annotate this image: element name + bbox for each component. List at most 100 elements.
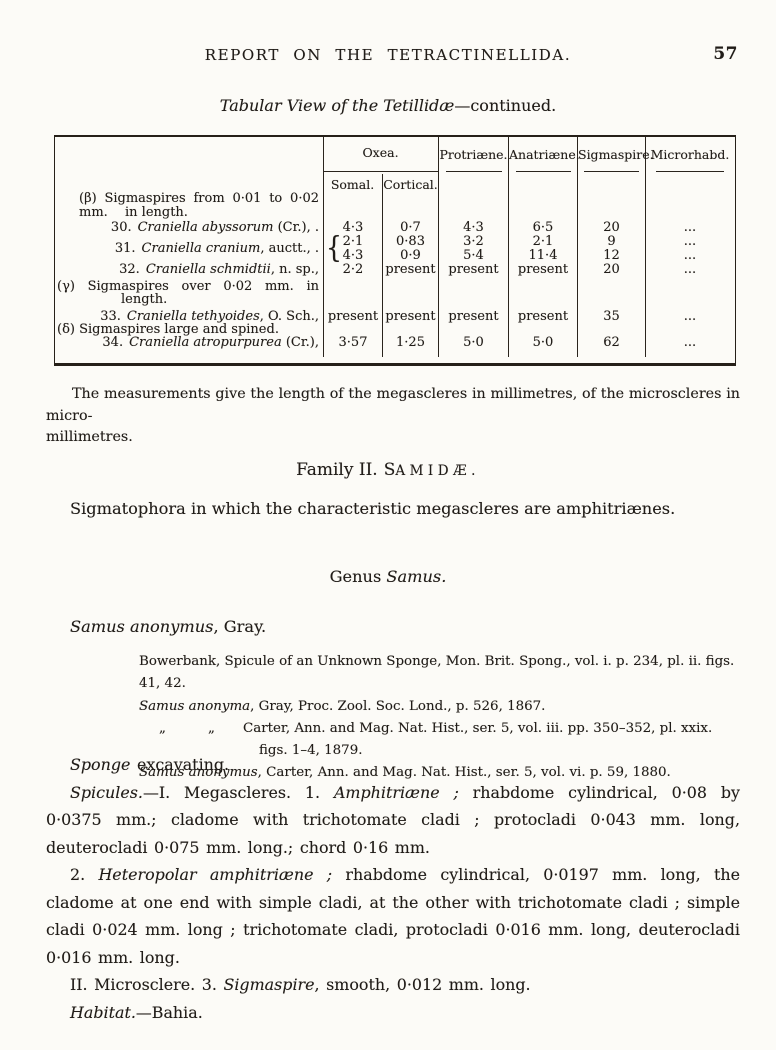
group-row-beta-2: in length. bbox=[55, 206, 734, 220]
anatriaene-underline bbox=[516, 171, 571, 173]
ditto-mark: „ bbox=[159, 720, 166, 736]
cell-anatriaene: 2·1 bbox=[532, 234, 554, 249]
cell-cortical: 1·25 bbox=[396, 335, 425, 350]
paragraph-sponge: Sponge excavating. bbox=[70, 755, 230, 774]
microrhabd-underline bbox=[656, 171, 724, 173]
species-number: 30. bbox=[110, 220, 132, 235]
group-row-beta: (β) Sigmaspires from 0·01 to 0·02 mm. bbox=[55, 192, 734, 220]
family-heading: Family II. SAMIDÆ. bbox=[0, 460, 776, 480]
col-header-oxea: Oxea. bbox=[362, 145, 399, 160]
cell-microrhabd: ... bbox=[683, 220, 697, 235]
description-text: Sponge excavating. Spicules.—I. Megascle… bbox=[46, 751, 740, 1026]
col-header-somal: Somal. bbox=[330, 177, 375, 192]
synonym-citation: , Carter, Ann. and Mag. Nat. Hist., ser.… bbox=[257, 765, 671, 781]
cell-microrhabd: ... bbox=[683, 234, 697, 249]
protriaene-underline bbox=[446, 171, 502, 173]
cell-cortical: 0·7 bbox=[400, 220, 421, 235]
col-header-microrhabd: Microrhabd. bbox=[650, 147, 730, 162]
column-divider bbox=[382, 174, 384, 357]
cell-somal: 4·3 bbox=[342, 248, 364, 263]
group-label: length. bbox=[121, 292, 168, 307]
cell-anatriaene: present bbox=[517, 262, 569, 277]
species-author: , Gray. bbox=[213, 617, 267, 636]
running-head: REPORT ON THE TETRACTINELLIDA. bbox=[204, 46, 572, 64]
table-row-32: 32. Craniella schmidtii, n. sp., 2·2 pres… bbox=[55, 263, 734, 277]
row-31-brace: { bbox=[326, 230, 342, 265]
cell-protriaene: present bbox=[448, 309, 499, 324]
synonymy-entry: Samus anonymus, Carter, Ann. and Mag. Na… bbox=[139, 762, 739, 784]
group-label: in length. bbox=[125, 205, 188, 220]
species-name: Craniella atropurpurea bbox=[129, 335, 282, 350]
genus-name: Samus. bbox=[386, 567, 447, 586]
column-divider bbox=[645, 137, 647, 357]
family-diagnosis: Sigmatophora in which the characteristic… bbox=[70, 499, 676, 518]
synonym-name: Samus anonyma bbox=[139, 698, 251, 714]
species-label: 33. Craniella tethyoides, O. Sch., bbox=[55, 310, 319, 324]
group-row-delta: (δ) Sigmaspires large and spined. bbox=[55, 323, 734, 337]
column-divider bbox=[577, 137, 579, 357]
species-authority: , n. sp., bbox=[270, 262, 319, 277]
synonymy-entry: Bowerbank, Spicule of an Unknown Sponge,… bbox=[139, 654, 735, 692]
species-name: Craniella schmidtii bbox=[145, 262, 271, 277]
col-header-anatriaene: Anatriæne. bbox=[509, 147, 580, 162]
cell-sigmaspire: 62 bbox=[603, 335, 620, 350]
column-divider bbox=[323, 137, 325, 357]
oxea-underline bbox=[323, 171, 439, 173]
species-label: 34. Craniella atropurpurea (Cr.), bbox=[55, 336, 319, 350]
species-number: 31. bbox=[114, 241, 136, 256]
paragraph-habitat: Habitat.—Bahia. bbox=[70, 1002, 203, 1022]
species-number: 34. bbox=[102, 335, 124, 350]
cell-sigmaspire: 35 bbox=[603, 309, 620, 324]
table-row-33: 33. Craniella tethyoides, O. Sch., presen… bbox=[55, 310, 734, 324]
group-row-gamma-2: length. bbox=[55, 293, 734, 307]
table-caption: Tabular View of the Tetillidæ—continued. bbox=[0, 96, 776, 115]
paragraph-microsclere: II. Microsclere. 3. Sigmaspire, smooth, … bbox=[70, 975, 531, 994]
group-label: (δ) Sigmaspires large and spined. bbox=[57, 322, 279, 337]
cell-protriaene: 5·0 bbox=[463, 335, 484, 350]
cell-cortical: 0·83 bbox=[396, 234, 425, 249]
genus-prefix: Genus bbox=[329, 567, 387, 586]
cell-somal: 3·57 bbox=[338, 335, 368, 350]
cell-cortical: present bbox=[385, 262, 436, 277]
footnote-line: millimetres. bbox=[46, 429, 133, 445]
column-divider bbox=[508, 137, 510, 357]
group-row-gamma: (γ) Sigmaspires over 0·02 mm. in bbox=[55, 280, 734, 294]
cell-somal: 4·3 bbox=[342, 220, 364, 235]
species-label: 31. Craniella cranium, auctt., . bbox=[55, 242, 319, 256]
table-footnote: The measurements give the length of the … bbox=[46, 384, 740, 449]
synonymy-entry: Samus anonyma, Gray, Proc. Zool. Soc. Lo… bbox=[139, 696, 739, 718]
table-row-31a: 2·1 0·83 3·2 2·1 9 ... bbox=[55, 235, 734, 249]
cell-microrhabd: ... bbox=[683, 262, 697, 277]
species-name: Craniella cranium bbox=[141, 241, 261, 256]
table-row-31-label: 31. Craniella cranium, auctt., . bbox=[55, 242, 734, 256]
species-heading: Samus anonymus, Gray. bbox=[46, 617, 740, 636]
synonymy-list: Bowerbank, Spicule of an Unknown Sponge,… bbox=[139, 651, 739, 785]
species-name: Samus anonymus bbox=[70, 617, 214, 636]
cell-sigmaspire: 9 bbox=[607, 234, 616, 249]
tetillidae-table: Oxea. Protriæne. Anatriæne. Sigmaspire. … bbox=[54, 135, 736, 366]
cell-somal: present bbox=[327, 309, 379, 324]
cell-sigmaspire: 20 bbox=[603, 262, 620, 277]
cell-anatriaene: 5·0 bbox=[532, 335, 554, 350]
cell-anatriaene: 6·5 bbox=[532, 220, 554, 235]
species-number: 32. bbox=[119, 262, 140, 277]
synonymy-entry-continuation: figs. 1–4, 1879. bbox=[259, 743, 363, 759]
col-header-cortical: Cortical. bbox=[383, 177, 438, 192]
paragraph-heteropolar: 2. Heteropolar amphitriæne ; rhabdome cy… bbox=[46, 865, 740, 967]
species-authority: , auctt., . bbox=[260, 241, 319, 256]
cell-microrhabd: ... bbox=[683, 309, 697, 324]
table-caption-title: Tabular View of the Tetillidæ bbox=[219, 96, 455, 115]
cell-cortical: 0·9 bbox=[400, 248, 421, 263]
page-number: 57 bbox=[713, 44, 738, 64]
cell-somal: 2·2 bbox=[342, 262, 364, 277]
species-authority: , O. Sch., bbox=[259, 309, 319, 324]
col-header-sigmaspire: Sigmaspire. bbox=[578, 147, 654, 162]
cell-protriaene: 4·3 bbox=[463, 220, 484, 235]
species-number: 33. bbox=[100, 309, 121, 324]
column-divider bbox=[438, 137, 440, 357]
synonym-name: Samus anonymus bbox=[139, 765, 258, 781]
footnote-line: The measurements give the length of the … bbox=[46, 386, 740, 424]
species-name: Craniella tethyoides bbox=[126, 309, 260, 324]
ditto-mark: „ bbox=[208, 720, 215, 736]
species-name: Craniella abyssorum bbox=[137, 220, 274, 235]
